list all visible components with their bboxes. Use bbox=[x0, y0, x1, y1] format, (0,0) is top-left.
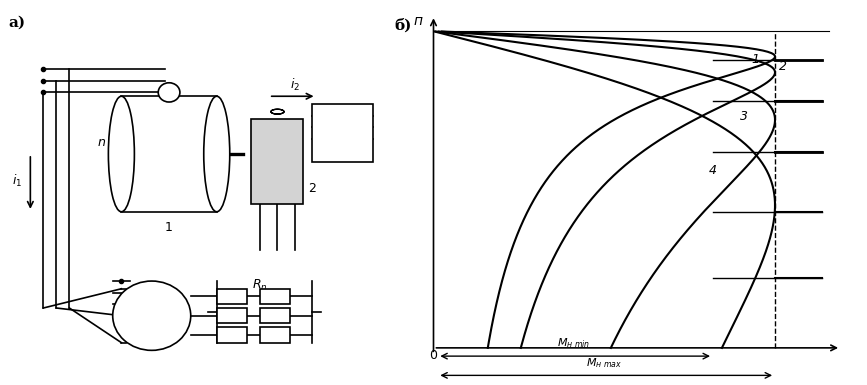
Circle shape bbox=[158, 83, 180, 102]
Text: $M_{н\ min}$: $M_{н\ min}$ bbox=[557, 336, 590, 350]
Text: 2: 2 bbox=[308, 182, 316, 196]
Text: 0: 0 bbox=[429, 350, 438, 362]
Bar bbox=[260, 327, 290, 343]
Bar bbox=[260, 289, 290, 304]
Text: 2: 2 bbox=[779, 60, 786, 72]
Ellipse shape bbox=[204, 96, 230, 212]
Text: $R_n$: $R_n$ bbox=[252, 278, 268, 293]
Bar bbox=[121, 96, 217, 212]
Bar bbox=[251, 119, 303, 204]
Text: а): а) bbox=[9, 15, 26, 29]
Bar bbox=[217, 327, 247, 343]
Bar bbox=[217, 289, 247, 304]
Bar bbox=[260, 308, 290, 323]
Text: п: п bbox=[414, 14, 422, 28]
Text: $n$: $n$ bbox=[97, 136, 107, 149]
Circle shape bbox=[113, 281, 191, 350]
Text: 3: 3 bbox=[740, 110, 748, 123]
Text: 4: 4 bbox=[709, 164, 717, 177]
Text: 1: 1 bbox=[165, 221, 173, 234]
Bar bbox=[312, 104, 373, 162]
Text: б): б) bbox=[394, 18, 412, 33]
Text: $i_1$: $i_1$ bbox=[12, 173, 23, 189]
Ellipse shape bbox=[108, 96, 134, 212]
Text: $i_2$: $i_2$ bbox=[290, 77, 300, 93]
Text: $M_{н\ max}$: $M_{н\ max}$ bbox=[586, 356, 623, 370]
Text: 1: 1 bbox=[752, 53, 759, 66]
Bar bbox=[217, 308, 247, 323]
